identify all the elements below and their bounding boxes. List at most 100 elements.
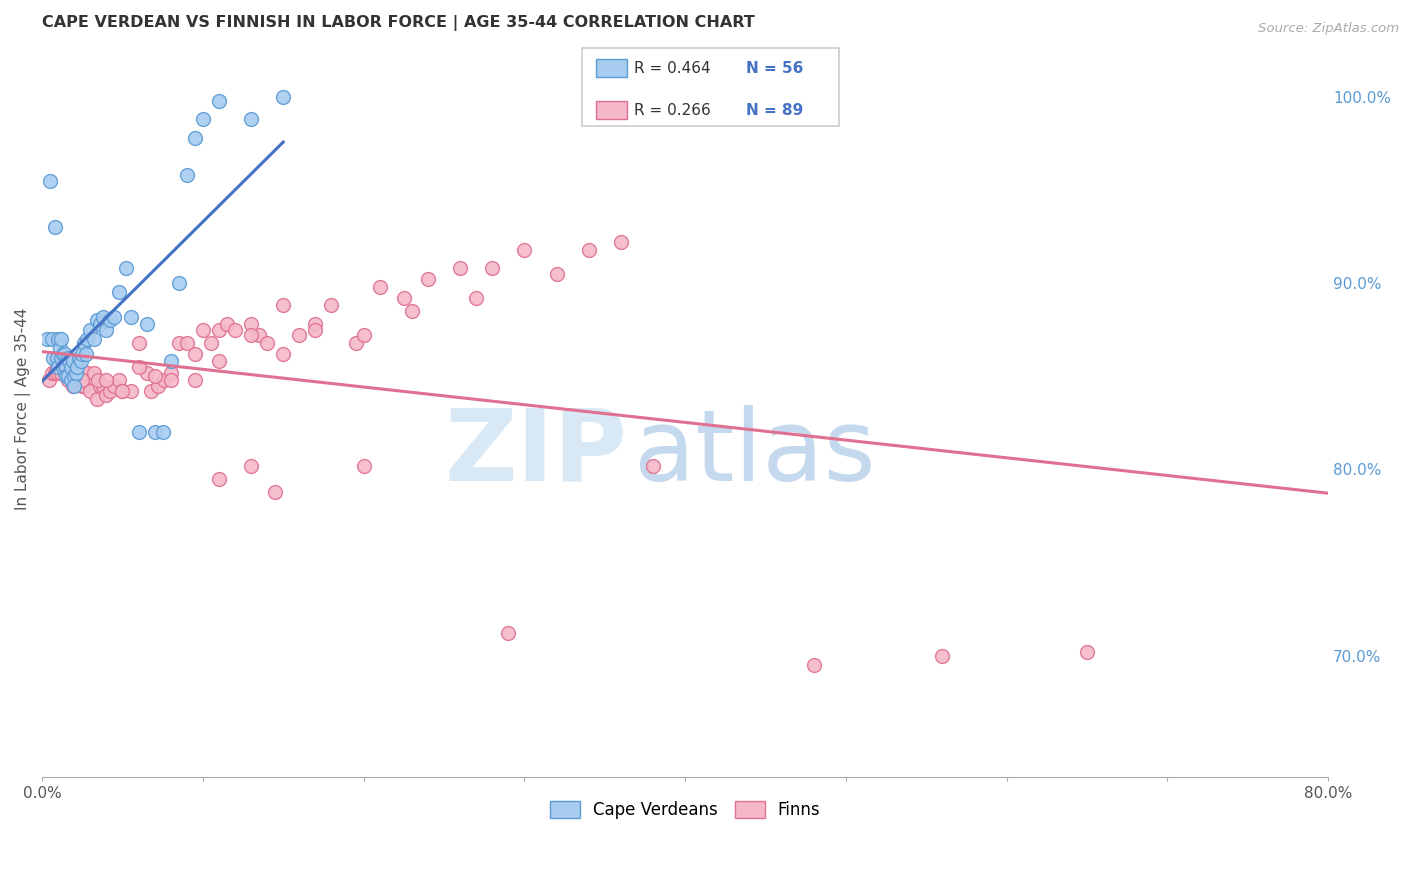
Point: [75, 347, 97, 361]
Text: ZIP: ZIP: [444, 405, 627, 501]
Point: [69, 354, 91, 368]
Point: [91, 378, 114, 392]
Point: [224, 323, 246, 337]
Point: [610, 235, 633, 249]
Point: [79, 384, 101, 399]
Point: [114, 261, 136, 276]
Text: atlas: atlas: [634, 405, 876, 501]
Point: [304, 317, 326, 331]
Point: [159, 354, 181, 368]
Point: [513, 243, 536, 257]
Point: [288, 328, 311, 343]
Point: [108, 373, 131, 387]
Point: [63, 378, 86, 392]
Text: N = 89: N = 89: [745, 103, 803, 118]
Point: [128, 359, 150, 374]
Point: [120, 310, 142, 324]
Point: [176, 335, 198, 350]
Point: [143, 425, 166, 439]
Point: [63, 369, 86, 384]
Point: [128, 425, 150, 439]
Point: [55, 359, 77, 374]
FancyBboxPatch shape: [596, 101, 627, 119]
Point: [96, 388, 118, 402]
Point: [392, 291, 415, 305]
Point: [498, 626, 520, 640]
Point: [55, 369, 77, 384]
Point: [167, 335, 190, 350]
Point: [1076, 645, 1098, 659]
Point: [60, 366, 83, 380]
Point: [45, 351, 67, 365]
Point: [184, 130, 207, 145]
Point: [58, 354, 80, 368]
Point: [353, 458, 375, 473]
Point: [56, 369, 79, 384]
Point: [208, 472, 231, 486]
Point: [73, 378, 96, 392]
Point: [96, 373, 118, 387]
Point: [449, 261, 471, 276]
Point: [75, 366, 97, 380]
Point: [416, 272, 439, 286]
Point: [546, 267, 568, 281]
Point: [215, 317, 238, 331]
Point: [191, 112, 214, 127]
Point: [67, 351, 90, 365]
Point: [66, 373, 89, 387]
Point: [98, 384, 121, 399]
Point: [96, 323, 118, 337]
Point: [42, 351, 65, 365]
Text: R = 0.266: R = 0.266: [634, 103, 710, 118]
Legend: Cape Verdeans, Finns: Cape Verdeans, Finns: [541, 793, 828, 828]
Point: [62, 378, 84, 392]
Point: [46, 332, 69, 346]
Point: [76, 332, 98, 346]
Point: [159, 373, 181, 387]
Point: [176, 168, 198, 182]
Point: [65, 366, 87, 380]
Point: [53, 366, 76, 380]
Point: [240, 458, 263, 473]
Point: [79, 323, 101, 337]
Point: [103, 310, 125, 324]
Point: [51, 332, 73, 346]
Point: [67, 359, 90, 374]
Point: [240, 328, 263, 343]
Point: [191, 323, 214, 337]
Point: [41, 366, 63, 380]
Point: [344, 335, 367, 350]
Point: [62, 354, 84, 368]
Text: Source: ZipAtlas.com: Source: ZipAtlas.com: [1258, 22, 1399, 36]
Point: [208, 94, 231, 108]
Point: [60, 373, 83, 387]
Point: [111, 384, 134, 399]
Point: [72, 347, 94, 361]
Point: [167, 276, 190, 290]
Point: [304, 323, 326, 337]
Point: [152, 425, 174, 439]
Point: [39, 174, 62, 188]
Point: [98, 313, 121, 327]
Text: CAPE VERDEAN VS FINNISH IN LABOR FORCE | AGE 35-44 CORRELATION CHART: CAPE VERDEAN VS FINNISH IN LABOR FORCE |…: [42, 15, 755, 31]
Point: [200, 335, 222, 350]
Point: [65, 373, 87, 387]
Point: [803, 658, 825, 673]
Point: [120, 384, 142, 399]
Point: [66, 359, 89, 374]
Point: [69, 366, 91, 380]
Point: [38, 373, 60, 387]
Point: [128, 335, 150, 350]
Point: [52, 354, 75, 368]
Point: [53, 347, 76, 361]
Point: [45, 359, 67, 374]
Point: [56, 373, 79, 387]
Point: [271, 347, 294, 361]
Point: [321, 298, 343, 312]
Point: [159, 366, 181, 380]
Point: [931, 648, 953, 663]
Point: [247, 328, 270, 343]
Text: R = 0.464: R = 0.464: [634, 61, 710, 76]
Point: [86, 313, 108, 327]
Point: [35, 332, 58, 346]
